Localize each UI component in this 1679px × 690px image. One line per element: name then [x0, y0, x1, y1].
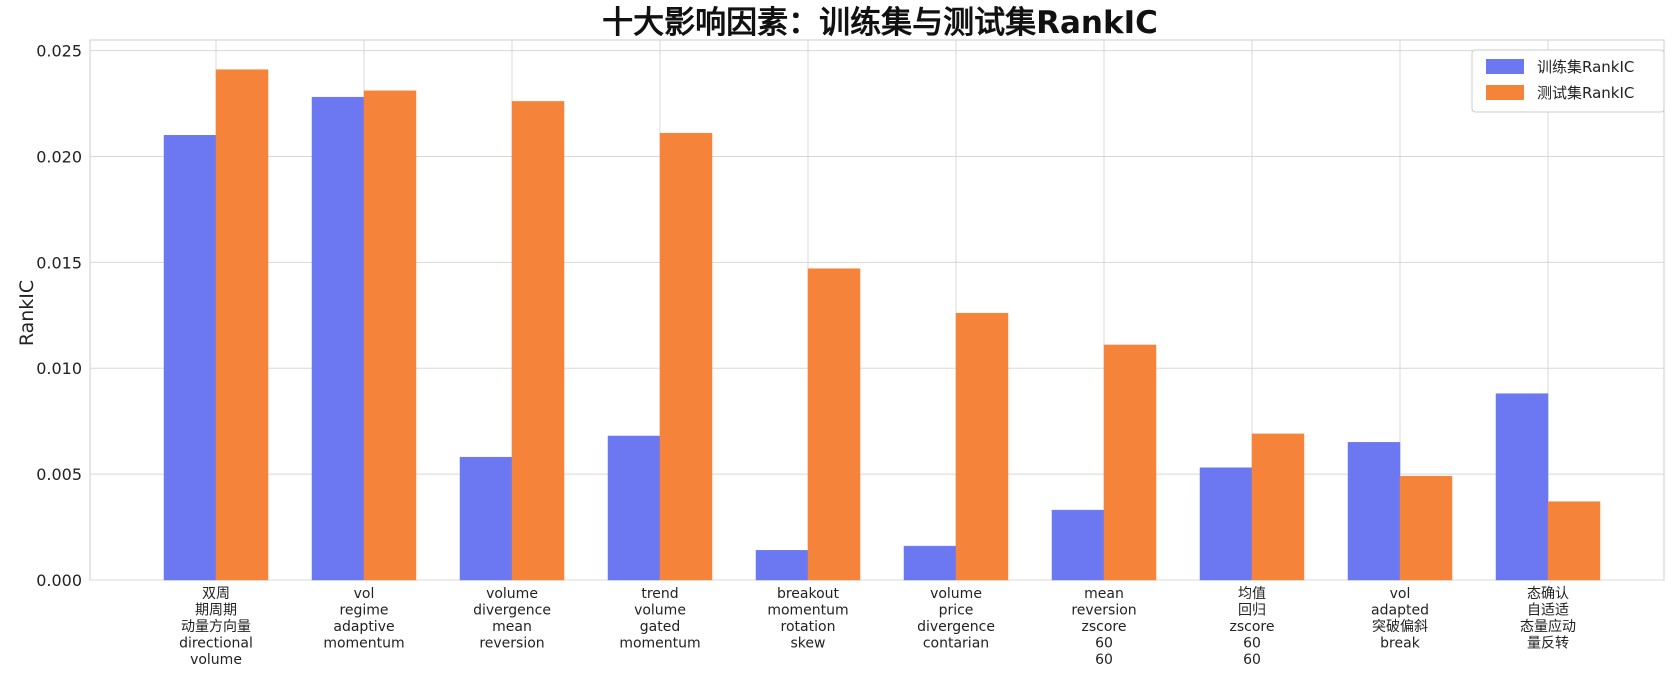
bar-test [1399, 475, 1453, 581]
x-tick-label-line: zscore [1230, 619, 1275, 635]
bar-test [215, 69, 269, 581]
bar-train [1051, 509, 1105, 581]
bar-test [955, 312, 1009, 581]
x-tick-label-line: 量反转 [1527, 636, 1569, 652]
x-tick-label-line: skew [791, 636, 826, 652]
x-tick-label-line: vol [354, 586, 375, 602]
x-tick-label: 态确认自适适态量应动量反转 [1520, 586, 1576, 652]
x-tick-label-line: 60 [1095, 636, 1113, 652]
bar-train [459, 456, 513, 581]
x-tick-label-line: mean [492, 619, 532, 635]
x-tick-label-line: momentum [323, 636, 404, 652]
x-tick-label-line: reversion [1071, 603, 1136, 619]
bar-train [903, 545, 957, 581]
bars [163, 69, 1601, 581]
chart-title: 十大影响因素：训练集与测试集RankIC [602, 5, 1158, 41]
y-tick-label: 0.020 [36, 147, 82, 166]
x-tick-label-line: breakout [777, 586, 840, 602]
x-tick-label-line: 回归 [1238, 602, 1266, 619]
x-tick-label: vol regime adaptive momentum [323, 586, 404, 652]
bar-test [807, 268, 861, 581]
x-tick-label: volume divergence mean reversion [473, 586, 551, 652]
bar-test [511, 101, 565, 581]
x-tick-label-line: 态量应动 [1520, 618, 1576, 635]
x-tick-label-line: 60 [1095, 652, 1113, 668]
x-tick-label-line: divergence [473, 603, 551, 619]
bar-train [311, 96, 365, 581]
bar-train [1495, 393, 1549, 581]
x-tick-label-line: 均值 [1238, 586, 1266, 602]
x-tick-label-line: adapted [1371, 603, 1429, 619]
x-tick-label-line: momentum [767, 603, 848, 619]
x-tick-label-line: 双周 [202, 586, 230, 602]
x-tick-label-line: mean [1084, 586, 1124, 602]
legend-label-test: 测试集RankIC [1537, 84, 1634, 102]
x-tick-label-line: zscore [1082, 619, 1127, 635]
legend-swatch-test [1486, 85, 1524, 100]
x-tick-label-line: divergence [917, 619, 995, 635]
bar-test [1251, 433, 1305, 581]
x-tick-label-line: reversion [479, 636, 544, 652]
y-tick-label: 0.025 [36, 42, 82, 61]
y-axis-title: RankIC [16, 280, 38, 346]
bar-test [363, 90, 417, 581]
x-tick-label: vol adapted 突破偏斜 break [1371, 586, 1429, 652]
bar-test [659, 132, 713, 581]
x-tick-label-line: rotation [781, 619, 836, 635]
y-tick-label: 0.010 [36, 359, 82, 378]
x-tick-label: volume price divergence contarian [917, 586, 995, 652]
x-tick-label-line: momentum [619, 636, 700, 652]
x-tick-label-line: 期周期 [195, 603, 237, 619]
x-tick-label-line: directional [179, 636, 253, 652]
x-tick-label-line: volume [190, 652, 242, 668]
y-tick-label: 0.005 [36, 465, 82, 484]
x-tick-label-line: price [939, 603, 974, 619]
x-tick-label: 双周期周期动量方向量 directional volume [179, 586, 253, 668]
legend-label-train: 训练集RankIC [1537, 58, 1634, 76]
x-tick-label-line: gated [640, 619, 680, 635]
x-tick-label-line: 突破偏斜 [1372, 619, 1428, 635]
legend: 训练集RankIC 测试集RankIC [1471, 49, 1665, 113]
x-tick-label: trend volume gated momentum [619, 586, 700, 652]
x-tick-label: 均值回归 zscore 60 60 [1230, 586, 1275, 668]
bar-test [1547, 501, 1601, 581]
x-tick-label-line: contarian [923, 636, 989, 652]
x-tick-label-line: regime [339, 603, 388, 619]
x-tick-label: mean reversion zscore 60 60 [1071, 586, 1136, 668]
x-tick-label-line: 态确认 [1527, 586, 1569, 602]
x-tick-label-line: volume [486, 586, 538, 602]
x-tick-label-line: 动量方向量 [181, 619, 251, 635]
bar-train [607, 435, 661, 581]
bar-train [1199, 467, 1253, 581]
x-tick-label-line: 60 [1243, 636, 1261, 652]
y-ticks: 0.000 0.005 0.010 0.015 0.020 0.025 [36, 42, 82, 590]
x-tick-label-line: trend [641, 586, 678, 602]
y-tick-label: 0.000 [36, 571, 82, 590]
x-tick-label-line: volume [634, 603, 686, 619]
x-tick-label-line: break [1380, 636, 1421, 652]
x-tick-label: breakout momentum rotation skew [767, 586, 848, 652]
x-tick-label-line: adaptive [333, 619, 394, 635]
bar-train [1347, 442, 1401, 581]
bar-train [163, 135, 217, 581]
legend-swatch-train [1486, 59, 1524, 74]
bar-test [1103, 344, 1157, 581]
x-tick-label-line: volume [930, 586, 982, 602]
x-tick-label-line: 自适适 [1527, 603, 1569, 619]
x-tick-label-line: 60 [1243, 652, 1261, 668]
y-tick-label: 0.015 [36, 253, 82, 272]
bar-train [755, 550, 809, 581]
x-tick-label-line: vol [1390, 586, 1411, 602]
